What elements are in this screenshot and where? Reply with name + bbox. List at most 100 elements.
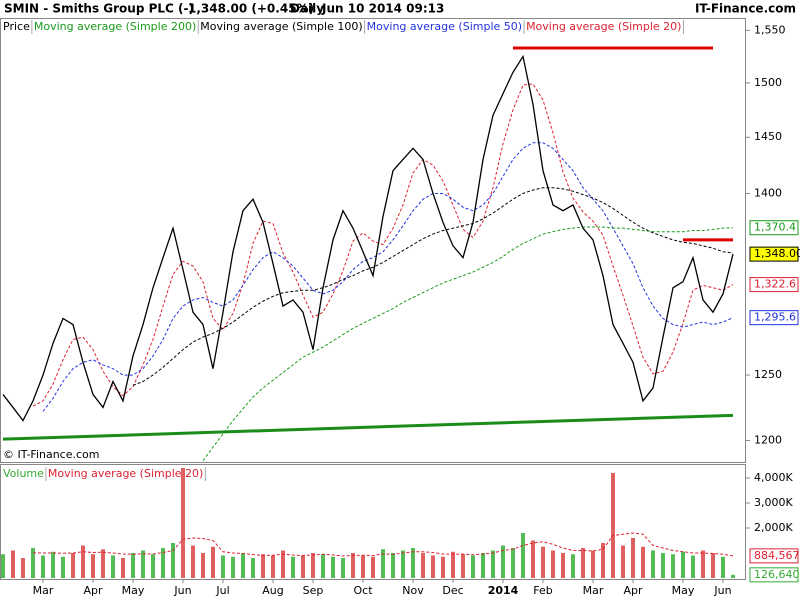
volume-bar (451, 551, 455, 578)
volume-bar (311, 553, 315, 578)
x-tick-label: Mar (583, 584, 604, 597)
value-label: 1,348.00 (754, 247, 800, 260)
volume-bar (151, 554, 155, 578)
volume-bar (671, 554, 675, 578)
volume-bar (461, 554, 465, 578)
volume-bar (291, 556, 295, 578)
volume-bar (501, 545, 505, 578)
x-tick-label: Dec (442, 584, 463, 597)
volume-bar (61, 556, 65, 578)
volume-bar (481, 553, 485, 578)
volume-bar (661, 553, 665, 578)
volume-bar (411, 548, 415, 578)
volume-bar (131, 553, 135, 578)
series-line (202, 226, 734, 461)
volume-bar (91, 554, 95, 578)
volume-bar (191, 545, 195, 578)
volume-bar (491, 550, 495, 578)
value-label: 1,322.6 (754, 278, 796, 291)
volume-bar (701, 550, 705, 578)
volume-bar (731, 574, 735, 578)
volume-bar (431, 555, 435, 578)
volume-bar (531, 540, 535, 578)
legend-entry: Price (3, 20, 30, 33)
y-tick-label: 1,550 (754, 23, 786, 36)
volume-bar (211, 546, 215, 578)
period: Daily (290, 2, 324, 16)
volume-bar (201, 553, 205, 578)
x-tick-label: May (122, 584, 145, 597)
volume-bar (121, 558, 125, 578)
symbol: SMIN - Smiths Group PLC (-) (4, 2, 194, 16)
volume-bar (161, 548, 165, 578)
x-tick-label: Mar (33, 584, 54, 597)
x-tick-label: Apr (623, 584, 643, 597)
volume-bar (391, 553, 395, 578)
volume-bar (181, 468, 185, 578)
volume-bar (51, 551, 55, 578)
x-tick-label: Apr (83, 584, 103, 597)
x-tick-label: Feb (533, 584, 552, 597)
volume-bar (1, 554, 5, 578)
volume-bar (101, 549, 105, 578)
series-line (132, 187, 734, 386)
volume-bar (401, 550, 405, 578)
volume-bar (41, 555, 45, 578)
volume-bar (591, 550, 595, 578)
y-tick-label: 1250 (754, 368, 782, 381)
series-line (42, 142, 734, 412)
volume-bar (31, 548, 35, 578)
y-tick-label: 3,000K (754, 496, 793, 509)
y-tick-label: 4,000K (754, 471, 793, 484)
y-tick-label: 1200 (754, 433, 782, 446)
volume-bar (441, 556, 445, 578)
value-label: 126,640 (754, 568, 800, 581)
volume-bar (711, 553, 715, 578)
volume-bar (521, 533, 525, 578)
value-label: 884,567 (754, 549, 800, 562)
volume-bar (581, 548, 585, 578)
y-tick-label: 1450 (754, 130, 782, 143)
volume-bar (231, 556, 235, 578)
legend-entry: Moving average (Simple 100) (200, 20, 362, 33)
volume-bar (371, 556, 375, 578)
copyright: © IT-Finance.com (3, 448, 100, 461)
volume-bar (141, 550, 145, 578)
volume-bar (681, 551, 685, 578)
volume-bar (241, 553, 245, 578)
series-line (2, 54, 734, 422)
legend-entry: Moving average (Simple 20) (48, 467, 203, 480)
value-box (749, 548, 799, 564)
quote: 1,348.00 (+0.45%) (188, 2, 314, 16)
volume-bar (351, 553, 355, 578)
volume-bar (171, 543, 175, 578)
legend-entry: Moving average (Simple 20) (526, 20, 681, 33)
volume-bar (261, 554, 265, 578)
volume-bar (511, 548, 515, 578)
value-box (749, 220, 799, 236)
x-tick-label: Nov (402, 584, 424, 597)
volume-bar (611, 473, 615, 578)
volume-bar (251, 558, 255, 578)
volume-bar (271, 555, 275, 578)
volume-bar (641, 546, 645, 578)
x-tick-label: May (672, 584, 695, 597)
legend-entry: Volume (3, 467, 44, 480)
x-tick-label: Sep (303, 584, 324, 597)
legend-entry: Moving average (Simple 200) (34, 20, 196, 33)
x-tick-label: Jun (173, 584, 191, 597)
volume-bar (381, 549, 385, 578)
x-tick-label: Jul (215, 584, 229, 597)
volume-bar (111, 555, 115, 578)
x-tick-label: Oct (353, 584, 373, 597)
legend-entry: Moving average (Simple 50) (367, 20, 522, 33)
volume-bar (281, 550, 285, 578)
volume-bar (561, 553, 565, 578)
volume-bar (361, 555, 365, 578)
y-tick-label: 2,000K (754, 521, 793, 534)
value-label: 1,370.4 (754, 221, 796, 234)
volume-bar (571, 554, 575, 578)
volume-bar (631, 538, 635, 578)
